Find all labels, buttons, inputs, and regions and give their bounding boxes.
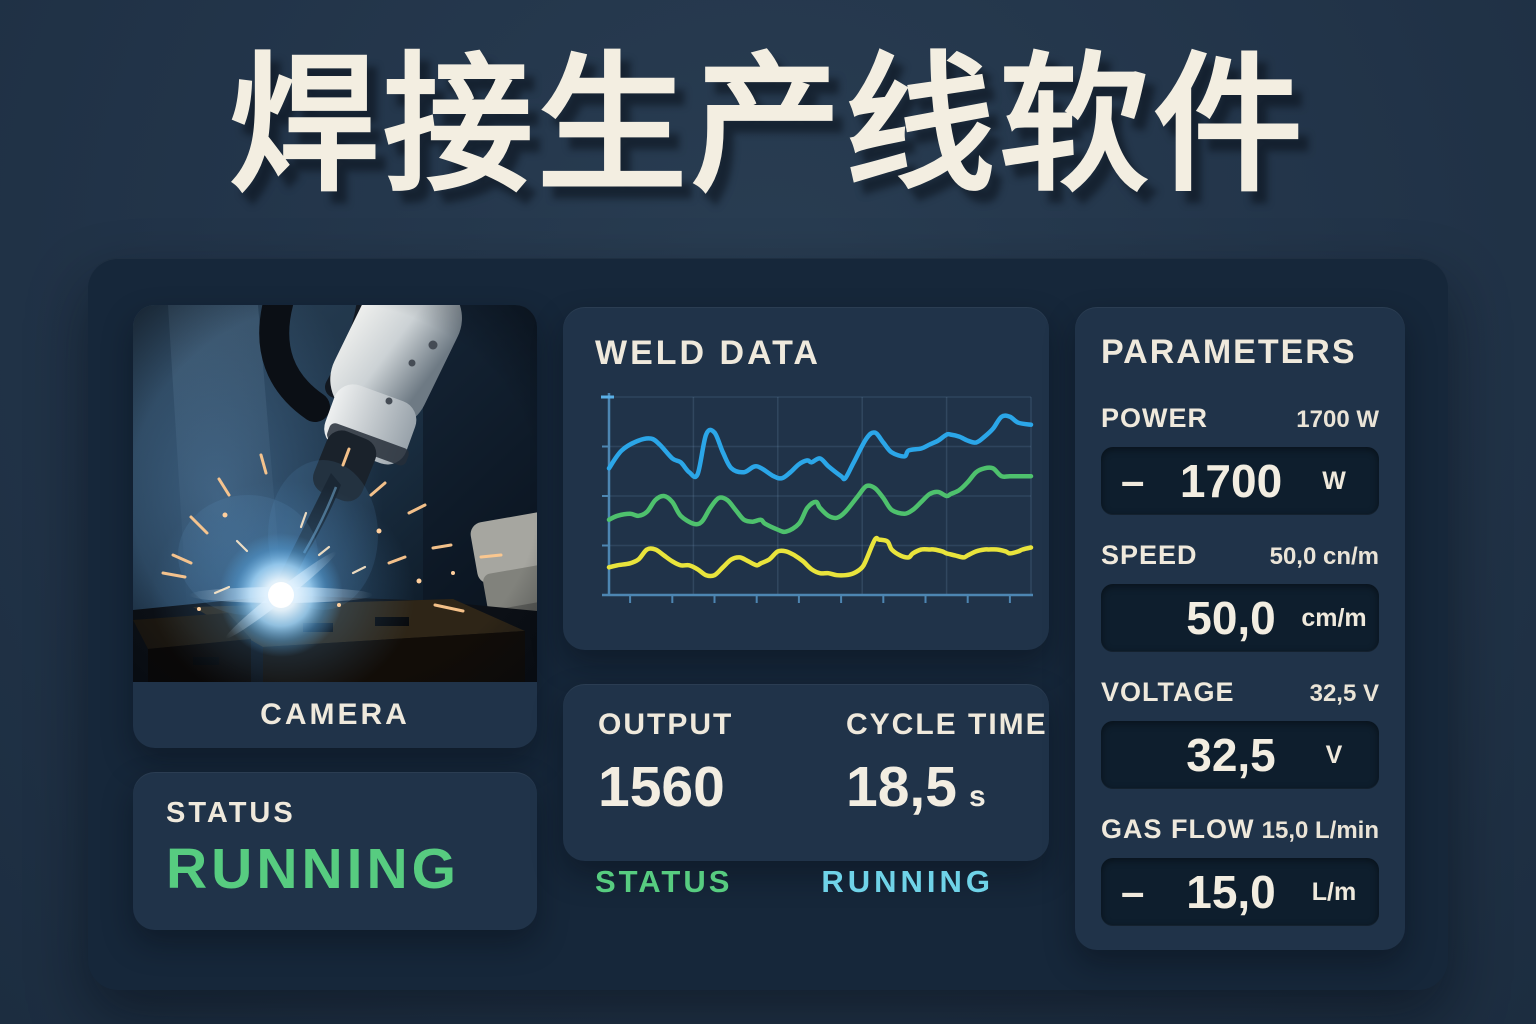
weld-data-card: WELD DATA	[563, 307, 1049, 650]
gas_flow-label: GAS FLOW	[1101, 814, 1255, 844]
speed-header: SPEED 50,0 cn/m	[1101, 540, 1379, 571]
gas_flow-decrement-button[interactable]: –	[1121, 868, 1145, 915]
page-title: 焊接生产线软件	[228, 39, 1307, 213]
parameter-row-voltage: VOLTAGE 32,5 V 32,5 V	[1101, 677, 1379, 789]
output-label: OUTPUT	[598, 708, 734, 741]
camera-label: CAMERA	[260, 698, 410, 731]
camera-view	[133, 305, 537, 682]
weld-data-title: WELD DATA	[595, 334, 821, 372]
speed-label: SPEED	[1101, 540, 1198, 570]
parameter-row-power: POWER 1700 W –1700 W	[1101, 403, 1379, 515]
gas_flow-unit: L/m	[1311, 877, 1357, 906]
gas_flow-value: 15,0	[1186, 866, 1276, 918]
camera-card: CAMERA	[133, 305, 537, 748]
cycle-time-label: CYCLE TIME	[846, 708, 1048, 741]
speed-unit: cm/m	[1301, 603, 1367, 632]
power-unit: W	[1322, 466, 1346, 495]
parameters-card: PARAMETERS POWER 1700 W –1700 W SPEED 50,0 cn…	[1075, 307, 1405, 950]
gas_flow-input[interactable]: –15,0 L/m	[1101, 858, 1379, 926]
voltage-unit: V	[1325, 740, 1343, 769]
speed-input[interactable]: 50,0 cm/m	[1101, 584, 1379, 652]
voltage-header: VOLTAGE 32,5 V	[1101, 677, 1379, 708]
cycle-time-value: 18,5 s	[846, 755, 986, 819]
power-input[interactable]: –1700 W	[1101, 447, 1379, 515]
gas_flow-header: GAS FLOW 15,0 L/min	[1101, 814, 1379, 845]
parameters-title: PARAMETERS	[1101, 333, 1357, 371]
voltage-value: 32,5	[1186, 729, 1276, 781]
middle-status-row: STATUS RUNNING	[563, 864, 1049, 900]
parameter-row-speed: SPEED 50,0 cn/m 50,0 cm/m	[1101, 540, 1379, 652]
voltage-input[interactable]: 32,5 V	[1101, 721, 1379, 789]
gas_flow-summary: 15,0 L/min	[1261, 817, 1379, 844]
speed-value: 50,0	[1186, 592, 1276, 644]
status-card: STATUS RUNNING	[133, 772, 537, 930]
power-label: POWER	[1101, 403, 1209, 433]
parameter-rows: POWER 1700 W –1700 W SPEED 50,0 cn/m 50,0 cm/m V…	[1101, 403, 1379, 926]
speed-summary: 50,0 cn/m	[1269, 543, 1379, 570]
cycle-time-unit: s	[968, 780, 986, 813]
voltage-label: VOLTAGE	[1101, 677, 1235, 707]
middle-status-value: RUNNING	[821, 864, 994, 899]
power-value: 1700	[1179, 455, 1283, 507]
output-value: 1560	[598, 755, 725, 819]
power-summary: 1700 W	[1296, 406, 1379, 433]
status-running-value: RUNNING	[166, 837, 460, 901]
status-label: STATUS	[166, 797, 296, 829]
output-card: OUTPUT CYCLE TIME 1560 18,5 s	[563, 684, 1049, 861]
dashboard-panel: CAMERA STATUS RUNNING WELD DATA OUTPUT C…	[88, 258, 1448, 990]
power-header: POWER 1700 W	[1101, 403, 1379, 434]
parameter-row-gas_flow: GAS FLOW 15,0 L/min –15,0 L/m	[1101, 814, 1379, 926]
camera-feed-illustration	[133, 305, 537, 682]
middle-status-label: STATUS	[595, 864, 733, 899]
power-decrement-button[interactable]: –	[1121, 457, 1145, 504]
voltage-summary: 32,5 V	[1309, 680, 1379, 707]
weld-data-chart	[601, 393, 1034, 603]
